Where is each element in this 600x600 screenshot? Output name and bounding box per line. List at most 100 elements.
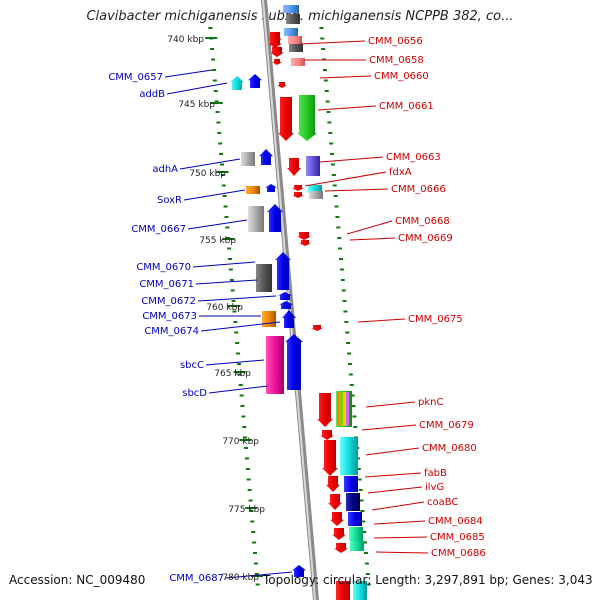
leader-line [187, 219, 248, 230]
leader-line [373, 520, 426, 525]
gene-cmm-0673 [262, 311, 276, 327]
gene-cmm-0660 [277, 82, 287, 88]
leader-line [179, 158, 241, 170]
gene-pknc-stripe [340, 392, 343, 426]
gene-cmm-0666-c [309, 191, 323, 199]
scale-label: 780 kbp [222, 573, 259, 583]
leader-line [346, 220, 393, 235]
gene-label-adha: adhA [152, 164, 178, 175]
gene-label-coabc: coaBC [427, 497, 458, 508]
gene-label-cmm-0661: CMM_0661 [379, 101, 434, 112]
gene-cmm-0669 [299, 240, 311, 246]
gene-label-cmm-0657: CMM_0657 [108, 72, 163, 83]
gene-cmm-0655 [283, 5, 299, 13]
leader-line [373, 536, 428, 539]
gene-label-cmm-0671: CMM_0671 [139, 279, 194, 290]
leader-line [205, 359, 265, 366]
scale-label: 760 kbp [206, 303, 243, 313]
gene-label-soxr: SoxR [157, 195, 182, 206]
gene-label-cmm-0670: CMM_0670 [136, 262, 191, 273]
gene-cmm-0685-b [350, 541, 364, 551]
leader-line [319, 156, 384, 163]
gene-label-pknc: pknC [418, 397, 443, 408]
gene-cmm-0675 [311, 325, 323, 331]
leader-line [319, 75, 372, 79]
scale-ticks [205, 27, 371, 586]
gene-label-cmm-0685: CMM_0685 [430, 532, 485, 543]
gene-cmm-0658-c [291, 58, 305, 66]
leader-line [371, 501, 425, 511]
gene-coabc-b [348, 512, 362, 526]
gene-cmm-0670 [256, 264, 272, 292]
gene-label-sbcc: sbcC [180, 360, 204, 371]
accession-text: Accession: NC_009480 [9, 573, 146, 587]
gene-cmm-0672-b [279, 301, 293, 309]
gene-label-cmm-0672: CMM_0672 [141, 296, 196, 307]
scale-labels: 740 kbp 745 kbp 750 kbp 755 kbp 760 kbp … [167, 35, 265, 583]
gene-cmm-0656-c [288, 36, 302, 44]
gene-adha-a [241, 152, 255, 166]
gene-label-fabb: fabB [424, 468, 447, 479]
gene-cmm-0680 [322, 440, 338, 476]
gene-label-cmm-0686: CMM_0686 [431, 548, 486, 559]
leader-line [357, 318, 406, 323]
gene-sbcc [266, 336, 284, 394]
gene-label-cmm-0687: CMM_0687 [169, 573, 224, 584]
leader-line [192, 261, 256, 268]
gene-cmm-0674 [282, 310, 296, 328]
reverse-gene-labels: CMM_0656 CMM_0658 CMM_0660 CMM_0661 CMM_… [368, 36, 486, 559]
gene-adha [259, 149, 273, 165]
gene-label-cmm-0675: CMM_0675 [408, 314, 463, 325]
gene-label-fdxa: fdxA [389, 167, 412, 178]
gene-label-cmm-0674: CMM_0674 [144, 326, 199, 337]
gene-cmm-0658-b [270, 47, 284, 57]
gene-cmm-0684 [332, 528, 346, 540]
leader-line [200, 321, 281, 332]
gene-cmm-0657-grey [289, 44, 303, 52]
gene-cmm-0661-b [297, 95, 317, 141]
gene-ilvg-b [346, 493, 360, 511]
scale-label: 770 kbp [222, 437, 259, 447]
gene-cmm-0680-b [340, 437, 358, 475]
leader-line [361, 424, 417, 431]
gene-sbcd [285, 334, 303, 390]
leader-line [164, 69, 213, 78]
gene-label-cmm-0663: CMM_0663 [386, 152, 441, 163]
gene-label-cmm-0680: CMM_0680 [422, 443, 477, 454]
gene-cmm-0663-b [306, 156, 320, 176]
gene-cmm-0667 [267, 204, 283, 232]
genome-summary-text: Topology: circular; Length: 3,297,891 bp… [263, 573, 593, 587]
leader-line [208, 385, 269, 394]
leader-line [195, 279, 258, 285]
leader-line [375, 551, 429, 554]
gene-cmm-0672 [278, 292, 292, 300]
gene-cmm-0671 [275, 252, 291, 290]
forward-gene-labels: CMM_0657 addB adhA SoxR CMM_0667 CMM_067… [108, 72, 224, 584]
scale-label: 750 kbp [189, 169, 226, 179]
gene-bottom-a [336, 581, 350, 600]
leader-line [349, 237, 396, 241]
gene-fabb-b [344, 476, 358, 492]
gene-label-cmm-0669: CMM_0669 [398, 233, 453, 244]
gene-label-cmm-0656: CMM_0656 [368, 36, 423, 47]
gene-pknc-stripe [343, 392, 346, 426]
gene-coabc [330, 512, 344, 526]
gene-pknc-stripe [346, 392, 349, 426]
gene-label-cmm-0673: CMM_0673 [142, 311, 197, 322]
gene-fdxa [292, 185, 304, 191]
scale-label: 775 kbp [228, 505, 265, 515]
scale-label: 765 kbp [214, 369, 251, 379]
scale-label: 755 kbp [199, 236, 236, 246]
gene-label-cmm-0668: CMM_0668 [395, 216, 450, 227]
gene-label-ilvg: ilvG [425, 482, 444, 493]
leader-line [166, 82, 228, 95]
gene-pknc [317, 393, 333, 427]
gene-cmm-0668 [297, 232, 311, 240]
leader-line [225, 571, 293, 579]
gene-cmm-0656-b [284, 28, 298, 36]
gene-label-cmm-0679: CMM_0679 [419, 420, 474, 431]
gene-ilvg [328, 494, 342, 510]
gene-cmm-0663-a [287, 158, 301, 176]
scale-label: 740 kbp [167, 35, 204, 45]
gene-addb [248, 74, 262, 88]
